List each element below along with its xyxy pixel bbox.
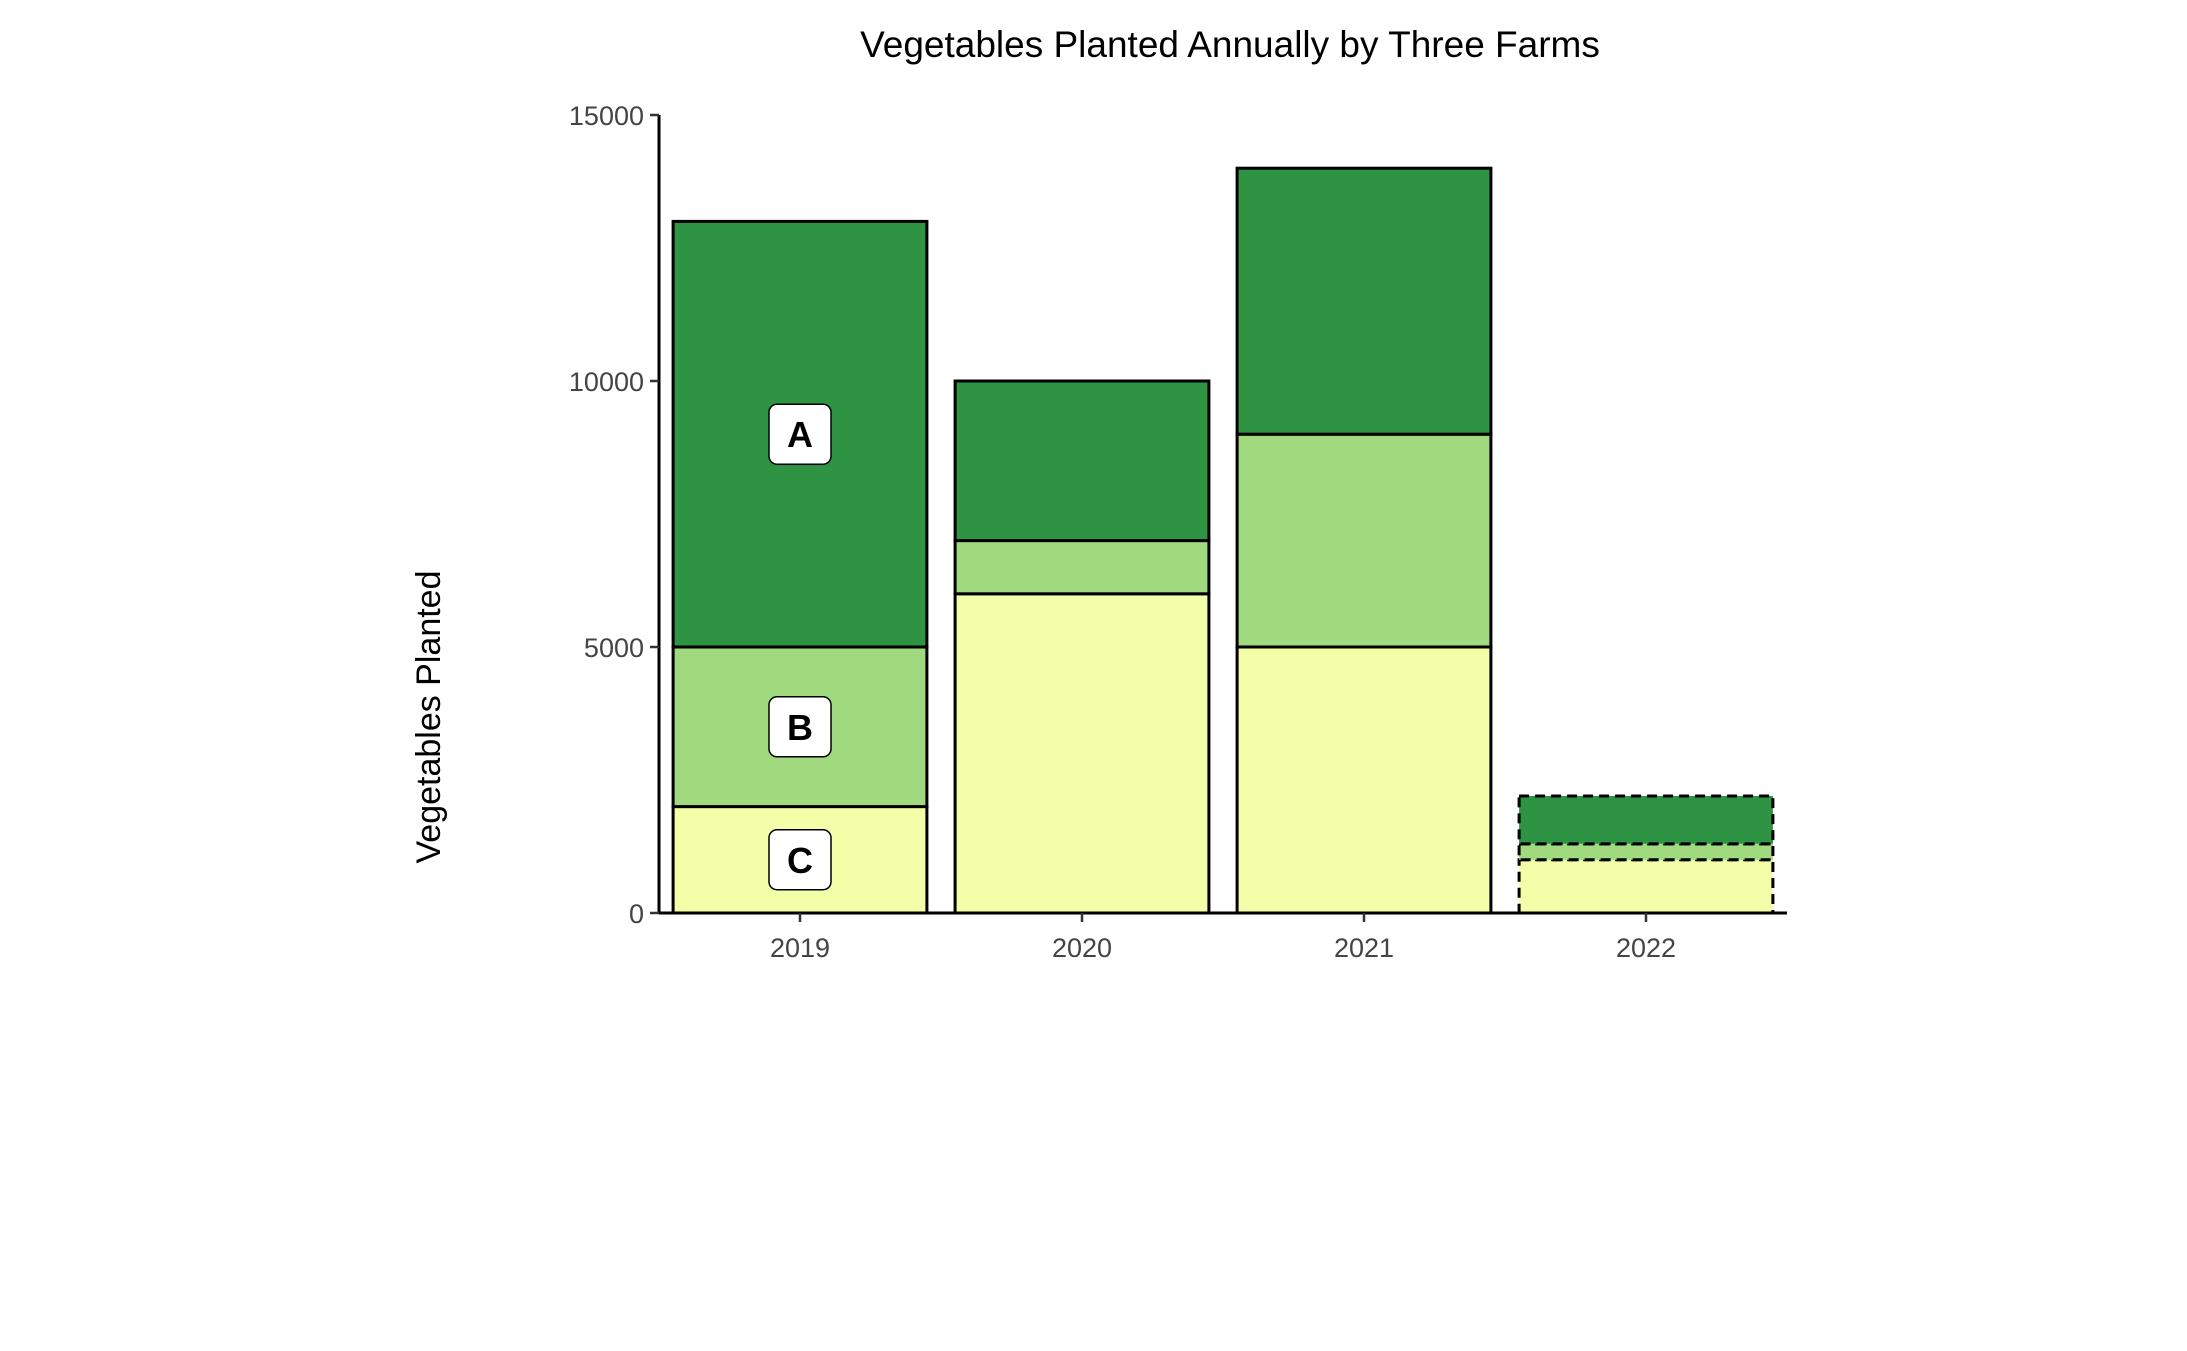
y-tick-label-0: 0 (629, 899, 644, 929)
x-tick-label-2019: 2019 (770, 933, 830, 963)
segment-label-box-B (768, 696, 832, 758)
bar-2020-B (953, 539, 1211, 596)
bars (671, 166, 1775, 915)
bar-2022-C (1517, 858, 1775, 915)
bar-2020-C (953, 592, 1211, 915)
chart-title: Vegetables Planted Annually by Three Far… (860, 24, 1600, 65)
segment-label-A: A (787, 414, 813, 455)
segment-label-B: B (787, 707, 813, 748)
x-tick-label-2021: 2021 (1334, 933, 1394, 963)
segment-labels: A B C (768, 403, 832, 891)
segment-label-C: C (787, 840, 813, 881)
bar-2022-B (1517, 842, 1775, 862)
axes: 0 5000 10000 15000 2019 2020 2021 2022 (569, 101, 1787, 963)
y-axis-label: Vegetables Planted (410, 570, 448, 863)
bar-2021-B (1235, 432, 1493, 649)
bar-2020-A (953, 379, 1211, 543)
bar-2021-C (1235, 645, 1493, 915)
y-tick-label-15000: 15000 (569, 101, 644, 131)
bar-2022-A (1517, 794, 1775, 846)
x-tick-label-2020: 2020 (1052, 933, 1112, 963)
y-tick-label-10000: 10000 (569, 367, 644, 397)
segment-label-box-C (768, 829, 832, 891)
segment-label-box-A (768, 403, 832, 465)
x-tick-label-2022: 2022 (1616, 933, 1676, 963)
y-tick-label-5000: 5000 (584, 633, 644, 663)
bar-2021-A (1235, 166, 1493, 436)
